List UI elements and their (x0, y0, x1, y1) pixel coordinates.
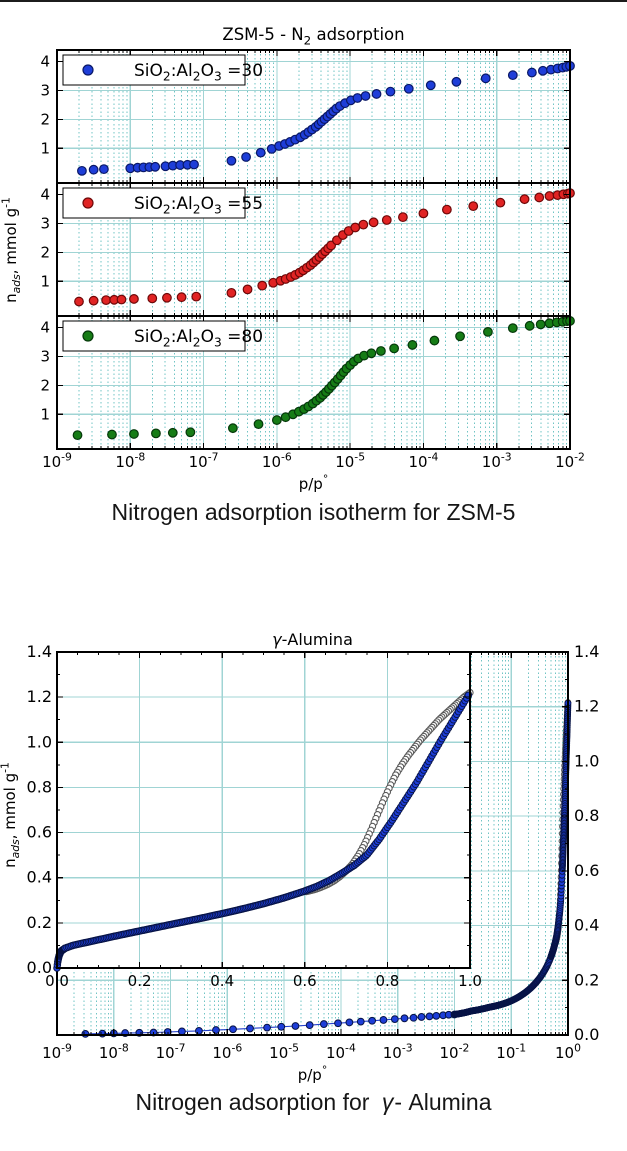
figure2-ylabel: nads, mmol g-1 (0, 762, 22, 868)
figure2-title: γ-Alumina (272, 630, 353, 649)
figure2-caption-pre: Nitrogen adsorption for (135, 1089, 376, 1115)
svg-text:0.2: 0.2 (128, 972, 152, 990)
svg-text:10-6: 10-6 (212, 1041, 242, 1062)
svg-text:0.8: 0.8 (27, 777, 52, 796)
svg-text:3: 3 (40, 81, 50, 99)
svg-text:1.0: 1.0 (27, 732, 52, 751)
svg-text:10-1: 10-1 (496, 1041, 526, 1062)
svg-text:1.2: 1.2 (27, 687, 52, 706)
figure1-xlabel: p/p° (299, 472, 329, 493)
svg-text:0.0: 0.0 (45, 972, 69, 990)
svg-text:1.4: 1.4 (574, 642, 599, 661)
svg-text:100: 100 (555, 1041, 581, 1062)
alumina-inset: 0.0 0.2 0.4 0.6 0.8 1.0 0.0 0.2 0.4 0.6 0.8 1.0 1.2 1… (27, 642, 482, 990)
zsm5-subplot-ratio-55: 1 2 3 4 SiO2:Al2O3 =55 (40, 182, 575, 317)
svg-text:1: 1 (40, 272, 50, 290)
zsm5-points-ratio-30 (77, 61, 575, 176)
figure2-caption-gamma-icon: γ (381, 1089, 394, 1115)
svg-text:1: 1 (40, 405, 50, 423)
figure2-caption-post: - Alumina (394, 1089, 492, 1115)
svg-text:SiO2:Al2O3 =80: SiO2:Al2O3 =80 (134, 327, 263, 349)
figure1-ylabel: nads, mmol g-1 (0, 197, 23, 303)
figure1-caption: Nitrogen adsorption isotherm for ZSM-5 (0, 499, 627, 526)
svg-text:0.0: 0.0 (27, 958, 52, 977)
svg-text:4: 4 (40, 53, 50, 71)
svg-text:1.0: 1.0 (458, 972, 482, 990)
svg-text:SiO2:Al2O3 =55: SiO2:Al2O3 =55 (134, 194, 263, 216)
svg-text:10-3: 10-3 (383, 1041, 413, 1062)
svg-text:10-5: 10-5 (335, 450, 365, 471)
svg-text:10-5: 10-5 (269, 1041, 299, 1062)
svg-text:1.0: 1.0 (574, 751, 599, 770)
svg-text:0.2: 0.2 (27, 913, 52, 932)
svg-text:0.2: 0.2 (574, 970, 599, 989)
legend-ratio-55: SiO2:Al2O3 =55 (62, 187, 263, 219)
svg-text:1.4: 1.4 (27, 642, 52, 661)
svg-text:10-9: 10-9 (42, 450, 72, 471)
svg-text:2: 2 (40, 376, 50, 394)
zsm5-points-ratio-55 (74, 188, 575, 307)
svg-text:2: 2 (40, 243, 50, 261)
svg-text:10-4: 10-4 (408, 450, 438, 471)
figure2-xlabel: p/p° (298, 1063, 328, 1084)
svg-text:0.4: 0.4 (574, 916, 599, 935)
svg-text:2: 2 (40, 110, 50, 128)
legend-ratio-80: SiO2:Al2O3 =80 (62, 320, 263, 352)
top-border-line (0, 0, 627, 2)
svg-text:4: 4 (40, 319, 50, 337)
svg-text:1.2: 1.2 (574, 697, 599, 716)
svg-text:0.4: 0.4 (27, 868, 52, 887)
svg-text:0.6: 0.6 (574, 861, 599, 880)
figure2-alumina: γ-Alumina 0.0 0.2 0.4 0.6 0.8 1.0 1.2 1.4 10-9 10-… (0, 630, 599, 1084)
legend-ratio-30: SiO2:Al2O3 =30 (62, 54, 263, 86)
svg-text:0.8: 0.8 (574, 806, 599, 825)
figure1-caption-text: Nitrogen adsorption isotherm for ZSM-5 (111, 499, 516, 525)
svg-text:0.0: 0.0 (574, 1025, 599, 1044)
svg-text:10-7: 10-7 (189, 450, 219, 471)
svg-text:10-7: 10-7 (156, 1041, 186, 1062)
svg-text:10-8: 10-8 (115, 450, 145, 471)
svg-text:3: 3 (40, 347, 50, 365)
svg-text:0.6: 0.6 (293, 972, 317, 990)
svg-text:10-2: 10-2 (440, 1041, 470, 1062)
inset-adsorption (53, 691, 473, 972)
svg-text:10-3: 10-3 (482, 450, 512, 471)
svg-text:10-9: 10-9 (42, 1041, 72, 1062)
svg-text:SiO2:Al2O3 =30: SiO2:Al2O3 =30 (134, 61, 263, 83)
svg-text:0.6: 0.6 (27, 823, 52, 842)
svg-text:1: 1 (40, 139, 50, 157)
figure1-title: ZSM-5 - N2 adsorption (222, 25, 404, 47)
svg-text:10-8: 10-8 (99, 1041, 129, 1062)
zsm5-subplot-ratio-30: 1 2 3 4 SiO2:Al2O3 =30 (40, 49, 575, 184)
zsm5-subplot-ratio-80: 1 2 3 4 SiO2:Al2O3 =80 (40, 315, 575, 450)
svg-text:0.4: 0.4 (210, 972, 234, 990)
svg-text:10-6: 10-6 (262, 450, 292, 471)
figure2-caption: Nitrogen adsorption for γ- Alumina (0, 1089, 627, 1116)
svg-text:4: 4 (40, 186, 50, 204)
svg-text:3: 3 (40, 214, 50, 232)
svg-text:10-2: 10-2 (555, 450, 585, 471)
svg-text:0.8: 0.8 (375, 972, 399, 990)
svg-text:10-4: 10-4 (326, 1041, 356, 1062)
